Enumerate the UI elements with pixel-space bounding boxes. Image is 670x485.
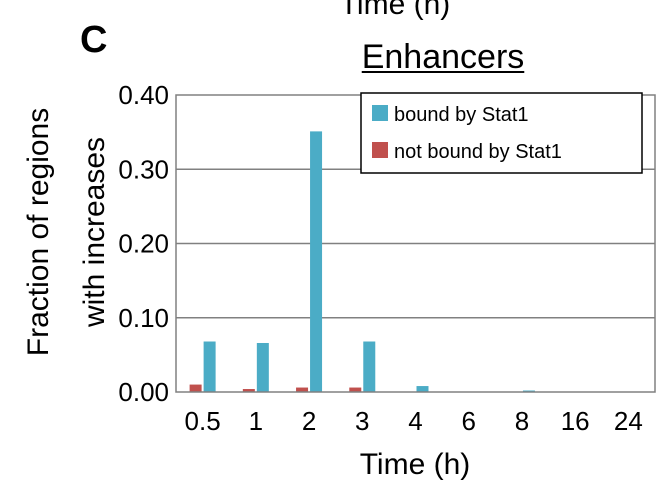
legend-label-not-bound: not bound by Stat1	[394, 141, 562, 163]
bar-bound-3	[363, 341, 376, 392]
y-tick-label: 0.10	[118, 303, 169, 333]
y-axis-ticks: 0.00 0.10 0.20 0.30 0.40	[118, 80, 169, 407]
panel-label: C	[80, 19, 107, 61]
chart-title: Enhancers	[362, 38, 525, 76]
bar-bound-0.5	[203, 341, 216, 392]
legend-swatch-not-bound	[372, 142, 388, 158]
x-axis-title: Time (h)	[360, 448, 471, 481]
y-tick-label: 0.40	[118, 80, 169, 110]
gridlines	[176, 168, 655, 319]
x-tick-label: 4	[408, 406, 422, 436]
x-tick-label: 6	[461, 406, 475, 436]
bar-bound-2	[310, 131, 323, 392]
x-tick-label: 1	[249, 406, 263, 436]
x-axis-ticks: 0.5 1 2 3 4 6 8 16 24	[185, 406, 643, 436]
bar-not-bound-2	[296, 387, 309, 392]
legend: bound by Stat1 not bound by Stat1	[360, 92, 643, 174]
x-tick-label: 2	[302, 406, 316, 436]
legend-label-bound: bound by Stat1	[394, 104, 529, 126]
y-axis-title-line1: Fraction of regions	[22, 108, 55, 356]
bar-not-bound-0.5	[189, 384, 202, 392]
x-tick-label: 16	[561, 406, 590, 436]
y-tick-label: 0.20	[118, 229, 169, 259]
y-tick-label: 0.30	[118, 154, 169, 184]
bar-bound-1	[256, 342, 269, 392]
y-tick-label: 0.00	[118, 377, 169, 407]
x-tick-label: 3	[355, 406, 369, 436]
bar-bound-4	[416, 386, 429, 392]
y-axis-title: Fraction of regions with increases	[22, 108, 111, 356]
bar-not-bound-1	[242, 389, 255, 392]
bar-not-bound-3	[349, 387, 362, 392]
cropped-top-axis-title: Time (h)	[340, 0, 451, 21]
legend-swatch-bound	[372, 105, 388, 121]
y-axis-title-line2: with increases	[78, 137, 111, 328]
x-tick-label: 0.5	[185, 406, 221, 436]
legend-box	[360, 92, 643, 174]
x-tick-label: 8	[515, 406, 529, 436]
x-tick-label: 24	[614, 406, 643, 436]
